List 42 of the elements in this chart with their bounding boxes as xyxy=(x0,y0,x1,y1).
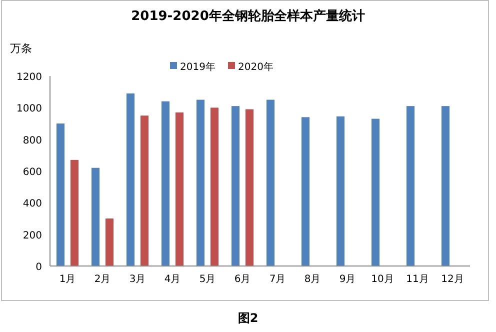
bar xyxy=(126,93,134,266)
chart-title: 2019-2020年全钢轮胎全样本产量统计 xyxy=(131,8,365,24)
bar xyxy=(210,108,218,266)
x-tick-label: 1月 xyxy=(59,274,76,285)
x-tick-label: 8月 xyxy=(304,274,321,285)
caption: 图2 xyxy=(238,311,258,325)
x-tick-label: 2月 xyxy=(94,274,111,285)
bar xyxy=(246,109,254,266)
legend-label: 2020年 xyxy=(238,61,274,73)
x-tick-label: 5月 xyxy=(199,274,216,285)
x-tick-label: 10月 xyxy=(371,274,394,285)
bar xyxy=(266,100,274,266)
bar xyxy=(140,116,148,266)
bar xyxy=(56,124,64,266)
y-tick-label: 1000 xyxy=(16,104,42,115)
bar xyxy=(176,112,184,266)
bar xyxy=(442,106,450,266)
x-tick-label: 3月 xyxy=(129,274,146,285)
x-tick-label: 7月 xyxy=(269,274,286,285)
bar xyxy=(196,100,204,266)
y-tick-label: 800 xyxy=(22,135,42,146)
bar xyxy=(372,118,380,266)
y-tick-label: 200 xyxy=(22,230,42,242)
x-tick-label: 9月 xyxy=(339,274,356,285)
y-axis-title: 万条 xyxy=(10,42,32,55)
y-tick-label: 0 xyxy=(36,262,42,273)
y-tick-label: 600 xyxy=(22,167,42,178)
bar xyxy=(70,160,78,266)
bar xyxy=(106,218,114,266)
bar xyxy=(302,117,310,266)
x-tick-label: 6月 xyxy=(234,274,251,285)
bar xyxy=(232,106,240,266)
y-tick-label: 400 xyxy=(22,198,42,210)
bar xyxy=(336,116,344,266)
y-tick-label: 1200 xyxy=(16,72,42,83)
bar xyxy=(92,168,100,266)
bar xyxy=(406,106,414,266)
x-tick-label: 12月 xyxy=(441,274,464,285)
legend-label: 2019年 xyxy=(180,61,216,73)
bar xyxy=(162,101,170,266)
x-tick-label: 4月 xyxy=(164,274,181,285)
x-tick-label: 11月 xyxy=(406,274,429,285)
